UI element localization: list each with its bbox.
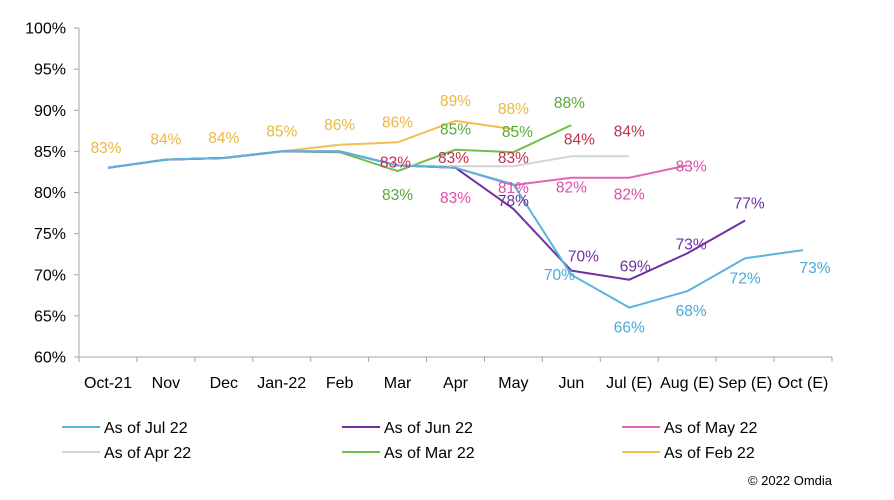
y-tick-label: 70% bbox=[34, 267, 66, 284]
data-label: 84% bbox=[614, 123, 645, 140]
data-label: 73% bbox=[800, 260, 831, 277]
x-tick-label: Apr bbox=[443, 375, 469, 392]
y-tick-label: 75% bbox=[34, 226, 66, 243]
x-tick-label: Dec bbox=[210, 375, 238, 392]
data-label: 83% bbox=[438, 150, 469, 167]
data-label: 68% bbox=[676, 303, 707, 320]
x-tick-label: Oct-21 bbox=[84, 375, 132, 392]
x-tick-label: Sep (E) bbox=[718, 375, 772, 392]
y-tick-label: 95% bbox=[34, 62, 66, 79]
data-label: 73% bbox=[676, 236, 707, 253]
x-tick-label: Nov bbox=[152, 375, 180, 392]
legend-label: As of Jun 22 bbox=[384, 420, 473, 437]
x-tick-label: Feb bbox=[326, 375, 354, 392]
copyright-text: © 2022 Omdia bbox=[747, 473, 832, 488]
data-label: 70% bbox=[568, 249, 599, 266]
data-label: 82% bbox=[556, 180, 587, 197]
data-label: 83% bbox=[380, 154, 411, 171]
x-tick-label: Jun bbox=[558, 375, 584, 392]
data-label: 89% bbox=[440, 93, 471, 110]
legend-label: As of Apr 22 bbox=[104, 445, 191, 462]
y-tick-label: 90% bbox=[34, 103, 66, 120]
data-label: 86% bbox=[382, 114, 413, 131]
data-label: 83% bbox=[440, 190, 471, 207]
data-label: 83% bbox=[498, 150, 529, 167]
x-tick-label: Oct (E) bbox=[778, 375, 829, 392]
data-label: 70% bbox=[544, 267, 575, 284]
series-lines bbox=[107, 119, 804, 309]
data-label: 82% bbox=[614, 187, 645, 204]
x-tick-label: Mar bbox=[384, 375, 412, 392]
data-label: 86% bbox=[324, 117, 355, 134]
data-label: 88% bbox=[554, 95, 585, 112]
legend-label: As of May 22 bbox=[664, 420, 757, 437]
y-tick-label: 80% bbox=[34, 185, 66, 202]
legend-label: As of Mar 22 bbox=[384, 445, 475, 462]
y-tick-label: 60% bbox=[34, 350, 66, 367]
data-label: 69% bbox=[620, 259, 651, 276]
legend-label: As of Feb 22 bbox=[664, 445, 755, 462]
x-tick-label: Jul (E) bbox=[606, 375, 652, 392]
x-tick-label: Aug (E) bbox=[660, 375, 714, 392]
legend-label: As of Jul 22 bbox=[104, 420, 188, 437]
axes: 60% 65% 70% 75% 80% 85% 90% 95% 100% Oct-21 Nov Dec… bbox=[25, 21, 833, 392]
data-label: 83% bbox=[382, 187, 413, 204]
data-label: 85% bbox=[266, 123, 297, 140]
data-label: 84% bbox=[150, 132, 181, 149]
y-tick-label: 65% bbox=[34, 308, 66, 325]
data-label: 85% bbox=[502, 124, 533, 141]
x-tick-label: May bbox=[498, 375, 528, 392]
data-label: 85% bbox=[440, 122, 471, 139]
y-tick-label: 100% bbox=[25, 21, 66, 38]
data-label: 72% bbox=[730, 270, 761, 287]
x-tick-label: Jan-22 bbox=[257, 375, 306, 392]
data-label: 88% bbox=[498, 101, 529, 118]
legend: As of Jul 22 As of Jun 22 As of May 22 As o… bbox=[62, 420, 757, 462]
series-line-as-of-jul-22 bbox=[107, 150, 804, 309]
data-label: 77% bbox=[734, 195, 765, 212]
data-label: 66% bbox=[614, 320, 645, 337]
data-label: 84% bbox=[208, 130, 239, 147]
data-label: 83% bbox=[90, 140, 121, 157]
data-label: 81% bbox=[498, 180, 529, 197]
data-label: 84% bbox=[564, 131, 595, 148]
data-labels: 70% 66% 68% 72% 73% 78% 70% 69% 73% 77% 83% 81% 82% 8… bbox=[90, 93, 830, 337]
y-tick-label: 85% bbox=[34, 144, 66, 161]
data-label: 78% bbox=[498, 193, 529, 210]
data-label: 83% bbox=[676, 158, 707, 175]
